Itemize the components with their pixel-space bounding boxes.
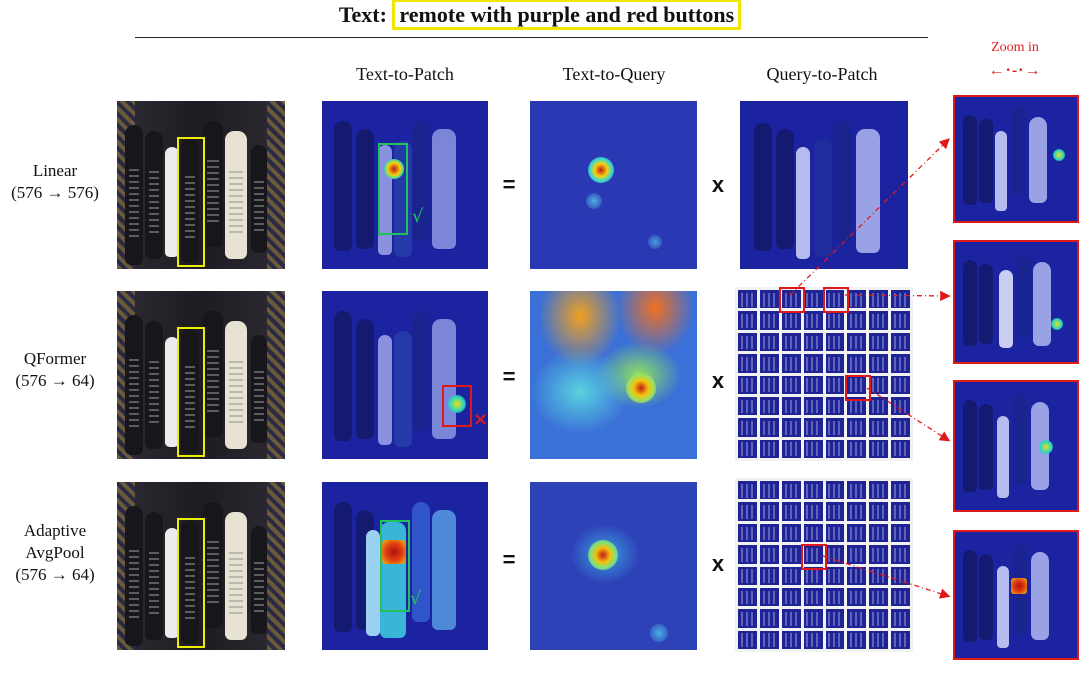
times-sign: x xyxy=(711,172,725,197)
correct-mark: √ xyxy=(410,588,422,609)
text-to-query-qformer xyxy=(530,291,697,459)
selected-query-box xyxy=(779,287,805,313)
query-to-patch-linear xyxy=(740,101,908,269)
col-text-to-patch: Text-to-Patch xyxy=(356,64,454,84)
text-to-query-adaptive-avgpool xyxy=(530,482,697,650)
col-query-to-patch: Query-to-Patch xyxy=(766,64,878,84)
row-dims: (576 → 64) xyxy=(15,565,95,584)
target-box xyxy=(177,518,205,648)
wrong-mark: × xyxy=(473,409,488,430)
col-text-to-query: Text-to-Query xyxy=(562,64,666,84)
target-box xyxy=(177,327,205,457)
correct-box xyxy=(378,143,408,235)
col-zoom-in: Zoom in xyxy=(991,40,1039,55)
row-name-line1: Adaptive xyxy=(23,521,87,540)
selected-query-box xyxy=(823,287,849,313)
zoom-panel-2 xyxy=(953,240,1079,364)
zoom-panel-4 xyxy=(953,530,1079,660)
query-to-patch-grid-qformer xyxy=(735,287,913,461)
times-sign: x xyxy=(711,551,725,576)
figure-title: Text: remote with purple and red buttons xyxy=(0,0,1080,30)
selected-query-box xyxy=(801,544,827,570)
zoom-panel-3 xyxy=(953,380,1079,512)
text-to-patch-adaptive-avgpool: √ xyxy=(322,482,488,650)
equals-sign: = xyxy=(502,172,516,197)
row-name: QFormer xyxy=(23,349,87,368)
photo-qformer xyxy=(117,291,285,459)
row-dims: (576 → 576) xyxy=(11,183,99,202)
wrong-box xyxy=(442,385,472,427)
times-sign: x xyxy=(711,368,725,393)
zoom-panel-1 xyxy=(953,95,1079,223)
title-rule xyxy=(135,37,928,38)
row-label-adaptive-avgpool: Adaptive AvgPool (576 → 64) xyxy=(0,520,110,586)
photo-adaptive-avgpool xyxy=(117,482,285,650)
row-name-line2: AvgPool xyxy=(25,543,85,562)
target-box xyxy=(177,137,205,267)
row-label-linear: Linear (576 → 576) xyxy=(0,160,110,204)
row-name: Linear xyxy=(32,161,78,180)
row-dims: (576 → 64) xyxy=(15,371,95,390)
query-text: remote with purple and red buttons xyxy=(392,0,742,30)
equals-sign: = xyxy=(502,547,516,572)
text-to-patch-linear: √ xyxy=(322,101,488,269)
title-prefix: Text: xyxy=(338,2,387,27)
equals-sign: = xyxy=(502,364,516,389)
selected-query-box xyxy=(845,375,871,401)
zoom-arrow-icon: ←·-·→ xyxy=(988,62,1042,79)
correct-box xyxy=(380,520,410,612)
text-to-query-linear xyxy=(530,101,697,269)
photo-linear xyxy=(117,101,285,269)
correct-mark: √ xyxy=(412,206,424,227)
row-label-qformer: QFormer (576 → 64) xyxy=(0,348,110,392)
text-to-patch-qformer: × xyxy=(322,291,488,459)
